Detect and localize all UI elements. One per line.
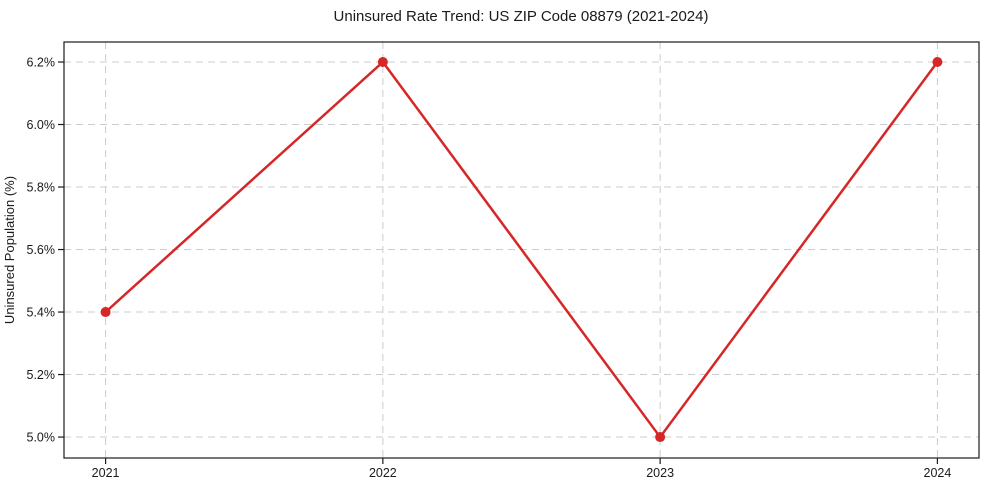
y-tick-label: 5.6%: [27, 243, 56, 257]
data-point-marker: [100, 307, 111, 318]
y-axis-label: Uninsured Population (%): [2, 176, 17, 324]
x-tick-label: 2023: [646, 466, 674, 480]
x-tick-label: 2022: [369, 466, 397, 480]
data-point-marker: [377, 57, 388, 68]
x-tick-label: 2024: [924, 466, 952, 480]
y-tick-label: 5.8%: [27, 180, 56, 194]
y-tick-label: 6.2%: [27, 55, 56, 69]
trend-line: [104, 60, 939, 439]
data-series: [100, 57, 943, 443]
y-tick-label: 5.2%: [27, 368, 56, 382]
x-tick-label: 2021: [92, 466, 120, 480]
y-tick-label: 5.0%: [27, 430, 56, 444]
axis-ticks: 5.0% 5.2% 5.4% 5.6% 5.8% 6.0% 6.2% 2021 2022 2023…: [27, 55, 952, 480]
plot-area-border: [63, 41, 980, 459]
chart-title: Uninsured Rate Trend: US ZIP Code 08879 …: [334, 8, 709, 25]
data-point-marker: [655, 432, 666, 443]
y-tick-label: 5.4%: [27, 305, 56, 319]
data-point-marker: [932, 57, 943, 68]
y-tick-label: 6.0%: [27, 118, 56, 132]
